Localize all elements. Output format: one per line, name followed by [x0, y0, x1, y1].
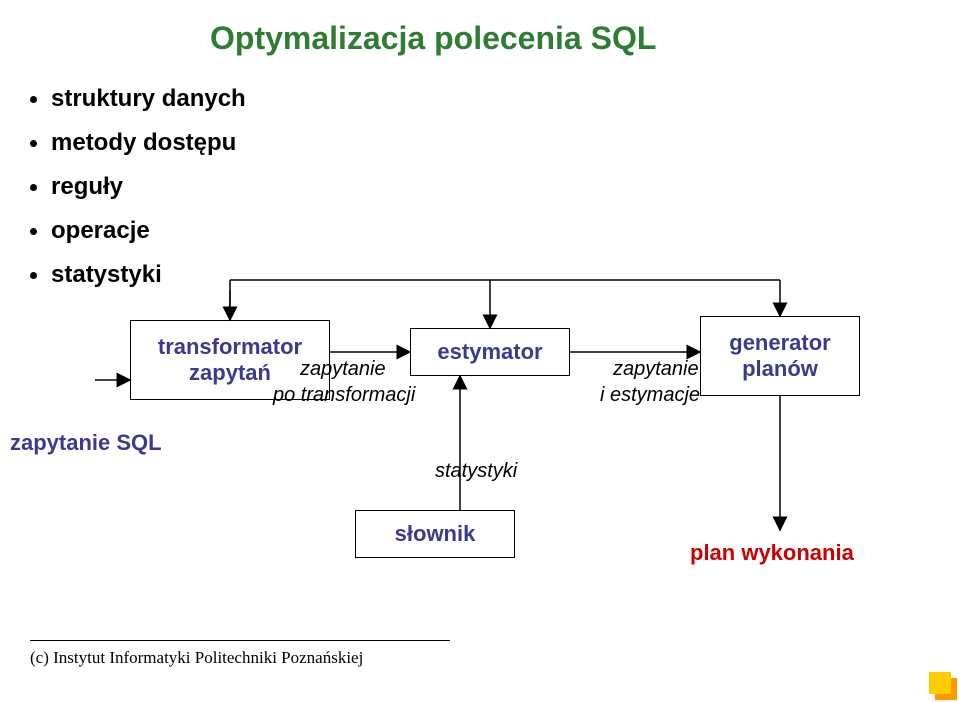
label-zapytanie-po-transformacji-1: zapytanie [300, 358, 386, 381]
label-zapytanie-i-estymacje-1: zapytanie [613, 358, 699, 381]
box-slownik-label: słownik [395, 521, 476, 547]
box-estymator-label: estymator [437, 339, 542, 365]
bullet-icon [30, 272, 37, 279]
box-generator-line2: planów [742, 356, 818, 381]
bullet-text: metody dostępu [51, 129, 236, 157]
bullet-icon [30, 184, 37, 191]
bullet-text: statystyki [51, 261, 162, 289]
page-title: Optymalizacja polecenia SQL [210, 20, 656, 57]
list-item: struktury danych [30, 80, 246, 118]
bullet-icon [30, 96, 37, 103]
box-slownik: słownik [355, 510, 515, 558]
footer-divider [30, 640, 450, 641]
box-transformator-line1: transformator [158, 334, 302, 359]
box-transformator-label: transformator zapytań [158, 334, 302, 387]
label-plan-wykonania: plan wykonania [690, 540, 854, 566]
footer-text: (c) Instytut Informatyki Politechniki Po… [30, 648, 363, 668]
list-item: statystyki [30, 256, 246, 294]
label-zapytanie-sql: zapytanie SQL [10, 430, 162, 456]
box-generator: generator planów [700, 316, 860, 396]
box-estymator: estymator [410, 328, 570, 376]
label-zapytanie-i-estymacje-2: i estymacje [600, 384, 700, 407]
bullet-icon [30, 228, 37, 235]
bullet-text: struktury danych [51, 85, 246, 113]
bullet-text: operacje [51, 217, 150, 245]
box-transformator-line2: zapytań [189, 360, 271, 385]
box-generator-line1: generator [729, 330, 830, 355]
label-zapytanie-po-transformacji-2: po transformacji [273, 384, 415, 407]
bullet-icon [30, 140, 37, 147]
list-item: operacje [30, 212, 246, 250]
bullet-list: struktury danych metody dostępu reguły oper… [30, 80, 246, 300]
bullet-text: reguły [51, 173, 123, 201]
stage: Optymalizacja polecenia SQL struktury da… [0, 0, 959, 702]
list-item: metody dostępu [30, 124, 246, 162]
list-item: reguły [30, 168, 246, 206]
box-generator-label: generator planów [729, 330, 830, 383]
corner-square-inner-icon [929, 672, 951, 694]
label-statystyki: statystyki [435, 460, 517, 483]
